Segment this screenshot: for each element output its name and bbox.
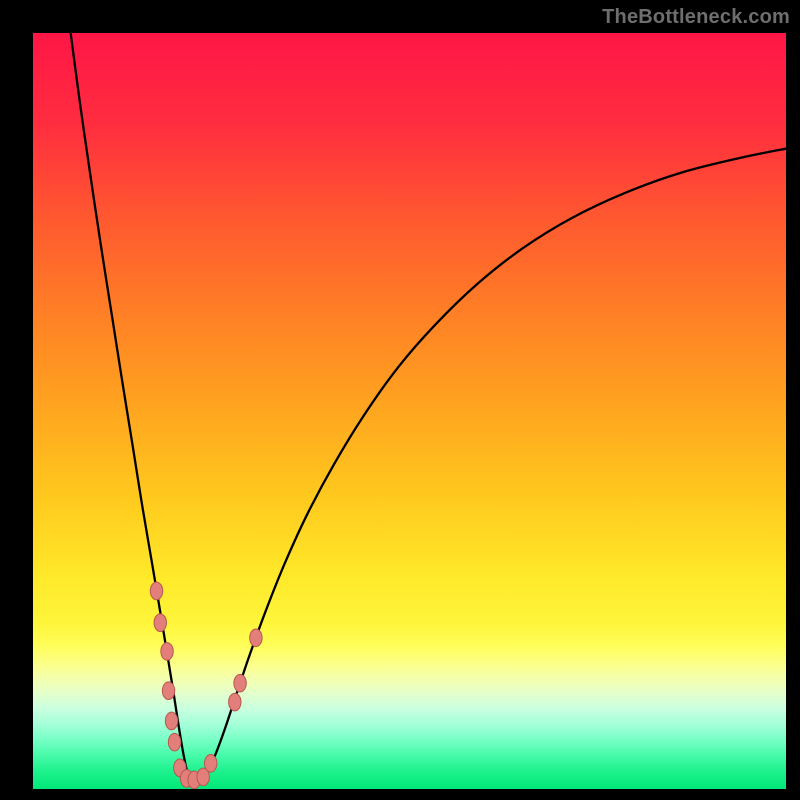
data-marker bbox=[162, 682, 174, 700]
data-marker bbox=[154, 614, 166, 632]
data-marker bbox=[161, 643, 173, 661]
data-marker bbox=[168, 733, 180, 751]
watermark-text: TheBottleneck.com bbox=[602, 6, 790, 29]
data-marker bbox=[165, 712, 177, 730]
data-marker bbox=[229, 693, 241, 711]
plot-area bbox=[33, 33, 786, 789]
data-marker bbox=[150, 582, 162, 600]
gradient-background bbox=[33, 33, 786, 789]
data-marker bbox=[250, 629, 262, 647]
data-marker bbox=[205, 755, 217, 773]
chart-svg bbox=[33, 33, 786, 789]
canvas-root: TheBottleneck.com bbox=[0, 0, 800, 800]
data-marker bbox=[234, 674, 246, 692]
